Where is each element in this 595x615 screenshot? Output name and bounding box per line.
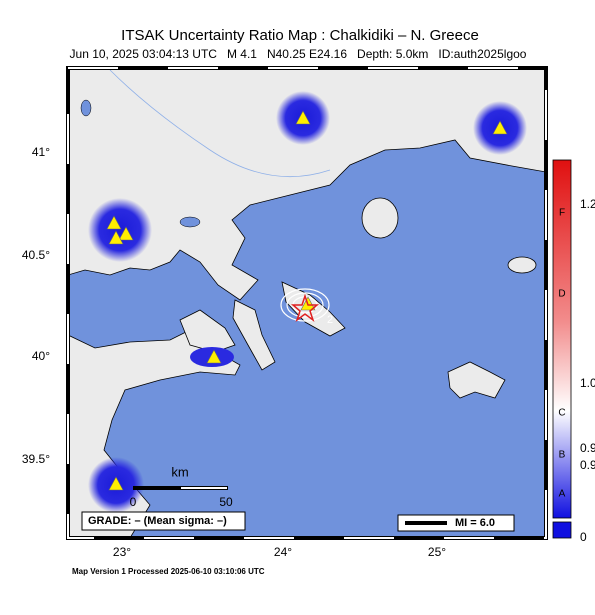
kassandra [232,299,276,371]
scale-label: 50 [219,495,233,509]
grade-letter: F [559,208,565,219]
grade-letter: A [559,489,566,500]
lat-label: 39.5° [22,452,50,466]
samothrace [507,256,537,274]
stations [106,110,508,491]
grade-letter: B [559,450,566,461]
colorbar-min-box [552,521,572,539]
lake [80,99,92,117]
subtitle: Jun 10, 2025 03:04:13 UTC M 4.1 N40.25 E… [70,47,527,61]
map-area: 2 [68,68,546,538]
station-field [88,198,152,262]
magnitude-legend-text: MI = 6.0 [455,517,495,529]
magnitude-legend-box [397,514,515,532]
lon-label: 24° [274,545,292,559]
grade-letter: D [558,289,565,300]
lemnos [447,361,506,399]
mainland-north [68,68,546,301]
thasos [361,197,399,239]
frame-pattern [67,67,547,539]
footer: Map Version 1 Processed 2025-06-10 03:10… [72,567,265,576]
colorbar-tick-label: 1.0 [580,376,595,390]
magnitude-legend-line [405,521,447,525]
pelion [179,309,236,353]
colorbar-tick-label: 0 [580,530,587,544]
lake [179,216,201,228]
lon-label: 23° [113,545,131,559]
scale-bar [133,486,228,490]
scale-unit: km [171,464,188,479]
lat-label: 41° [32,145,50,159]
colorbar-tick-label: 0.9 [580,458,595,472]
contour-label: 2 [327,314,333,326]
title: ITSAK Uncertainty Ratio Map : Chalkidiki… [121,27,479,44]
grade-box [81,511,246,531]
scale-label: 0 [130,495,137,509]
scale-bar-segment [181,487,227,489]
lon-label: 25° [428,545,446,559]
colorbar-tick-label: 0.9 [580,441,595,455]
grade-letter: C [558,408,565,419]
grade-text: GRADE: – (Mean sigma: –) [88,515,227,527]
colorbar-tick-label: 1.2 [580,197,595,211]
epicenter [290,293,320,323]
colorbar [552,159,572,519]
lat-label: 40.5° [22,248,50,262]
river [109,69,331,178]
lat-label: 40° [32,349,50,363]
